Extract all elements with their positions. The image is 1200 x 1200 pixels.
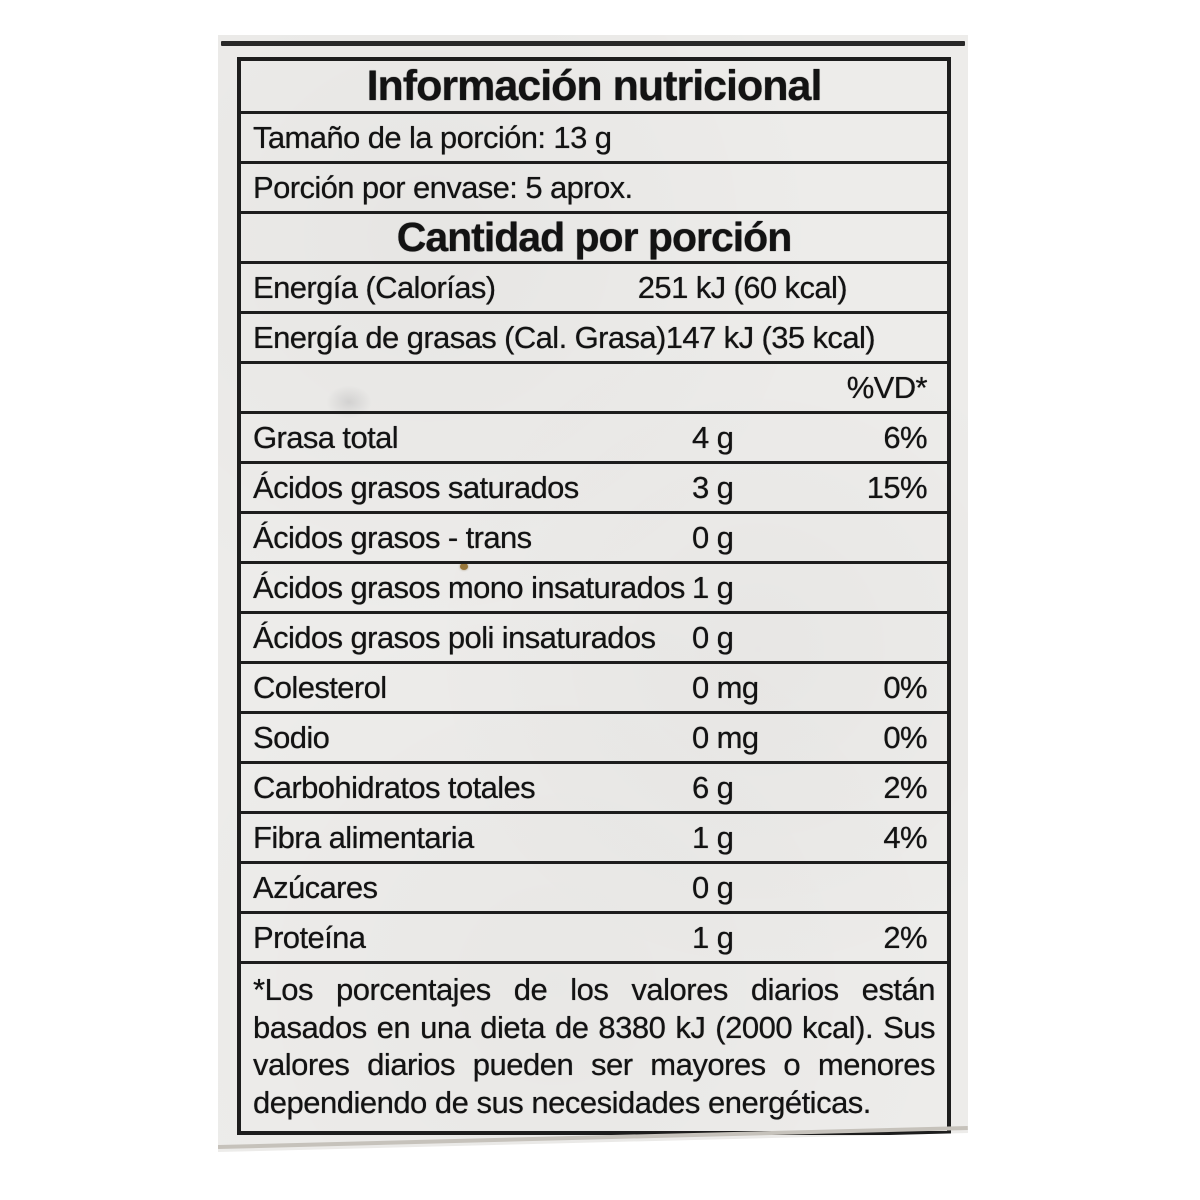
table-row-servings-per-pack: Porción por envase: 5 aprox. <box>241 161 947 211</box>
nutrient-name: Azúcares <box>253 869 378 905</box>
table-row-section-header: Cantidad por porción <box>241 211 947 261</box>
table-row-serving-size: Tamaño de la porción: 13 g <box>241 111 947 161</box>
nutrient-dv: 4% <box>883 819 927 855</box>
nutrient-name: Colesterol <box>253 669 387 705</box>
nutrient-name: Energía (Calorías) <box>253 269 496 305</box>
nutrient-amount: 0 mg <box>692 669 759 705</box>
nutrient-amount: 0 g <box>692 869 734 905</box>
nutrient-name: Carbohidratos totales <box>253 769 536 805</box>
nutrient-dv: 0% <box>883 719 927 755</box>
nutrient-amount: 1 g <box>692 569 734 605</box>
nutrient-name: Ácidos grasos - trans <box>253 519 532 555</box>
table-row-title: Información nutricional <box>241 61 947 111</box>
stain-dot <box>460 563 468 570</box>
nutrient-amount: 1 g <box>692 919 734 955</box>
nutrient-dv: 2% <box>883 919 927 955</box>
nutrient-dv: 6% <box>883 419 927 455</box>
nutrient-amount: 251 kJ (60 kcal) <box>637 269 848 305</box>
table-row-energy-fat: Energía de grasas (Cal. Grasa) 147 kJ (3… <box>241 311 947 361</box>
nutrient-dv: 0% <box>883 669 927 705</box>
section-header-text: Cantidad por porción <box>396 214 793 260</box>
table-row-energy: Energía (Calorías) 251 kJ (60 kcal) <box>241 261 947 311</box>
table-row-sodium: Sodio 0 mg 0% <box>241 711 947 761</box>
nutrient-name: Ácidos grasos saturados <box>253 469 579 505</box>
nutrient-amount: 3 g <box>692 469 734 505</box>
serving-size-text: Tamaño de la porción: 13 g <box>253 119 612 155</box>
nutrient-name: Ácidos grasos poli insaturados <box>253 619 656 655</box>
table-row-dietary-fiber: Fibra alimentaria 1 g 4% <box>241 811 947 861</box>
label-title: Información nutricional <box>366 61 823 110</box>
nutrient-amount: 147 kJ (35 kcal) <box>665 319 876 355</box>
nutrition-table: Información nutricional Tamaño de la por… <box>237 57 951 1135</box>
nutrition-label-paper: Información nutricional Tamaño de la por… <box>218 35 968 1152</box>
table-row-saturated-fat: Ácidos grasos saturados 3 g 15% <box>241 461 947 511</box>
nutrient-amount: 0 g <box>692 519 734 555</box>
nutrient-amount: 1 g <box>692 819 734 855</box>
nutrient-name: Ácidos grasos mono insaturados <box>253 569 685 605</box>
nutrient-dv: 2% <box>883 769 927 805</box>
nutrient-name: Sodio <box>253 719 330 755</box>
table-row-footnote: *Los porcentajes de los valores diarios … <box>241 961 947 1131</box>
label-top-edge-line <box>221 41 965 46</box>
nutrient-name: Proteína <box>253 919 366 955</box>
nutrient-amount: 4 g <box>692 419 734 455</box>
table-row-total-fat: Grasa total 4 g 6% <box>241 411 947 461</box>
nutrient-name: Fibra alimentaria <box>253 819 474 855</box>
nutrient-amount: 0 mg <box>692 719 759 755</box>
table-row-monounsaturated-fat: Ácidos grasos mono insaturados 1 g <box>241 561 947 611</box>
table-row-sugars: Azúcares 0 g <box>241 861 947 911</box>
table-row-protein: Proteína 1 g 2% <box>241 911 947 961</box>
table-row-cholesterol: Colesterol 0 mg 0% <box>241 661 947 711</box>
nutrient-amount: 0 g <box>692 619 734 655</box>
table-row-total-carbohydrate: Carbohidratos totales 6 g 2% <box>241 761 947 811</box>
table-row-trans-fat: Ácidos grasos - trans 0 g <box>241 511 947 561</box>
footnote-text: *Los porcentajes de los valores diarios … <box>253 972 936 1120</box>
dv-header-text: %VD* <box>846 369 928 405</box>
nutrient-dv: 15% <box>866 469 928 505</box>
table-row-polyunsaturated-fat: Ácidos grasos poli insaturados 0 g <box>241 611 947 661</box>
nutrient-amount: 6 g <box>692 769 734 805</box>
nutrient-name: Grasa total <box>253 419 399 455</box>
table-row-dv-header: %VD* <box>241 361 947 411</box>
servings-per-pack-text: Porción por envase: 5 aprox. <box>253 169 633 205</box>
nutrient-name: Energía de grasas (Cal. Grasa) <box>253 319 666 355</box>
